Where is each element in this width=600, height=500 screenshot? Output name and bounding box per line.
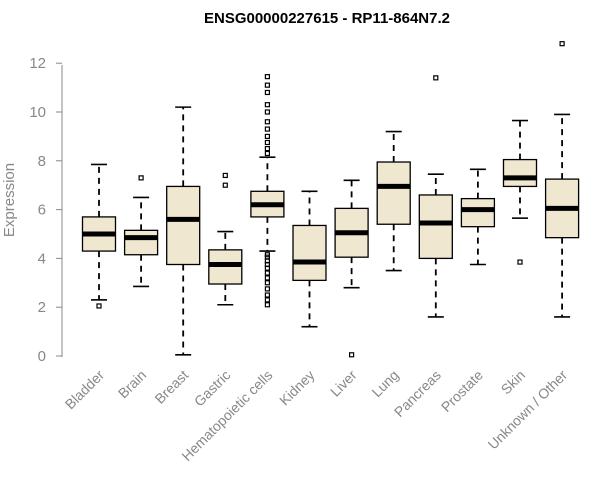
outlier-point (264, 275, 270, 281)
x-tick-label: Bladder (62, 367, 108, 413)
outlier-point (264, 109, 270, 115)
box-body (460, 197, 496, 228)
box-kidney (292, 190, 327, 328)
x-tick-label: Skin (498, 367, 529, 398)
box-liver (334, 179, 369, 358)
outlier-point (222, 182, 228, 188)
y-axis-label: Expression (1, 163, 18, 237)
outlier-point (517, 259, 523, 265)
x-tick-label: Liver (327, 367, 360, 400)
y-tick-label: 2 (38, 299, 46, 316)
box-body (502, 158, 538, 188)
outlier-point (264, 302, 270, 308)
y-axis-ticks: 0 2 4 6 8 10 12 (29, 55, 62, 365)
outlier-point (264, 133, 270, 139)
y-tick-label: 0 (38, 348, 46, 365)
y-tick-label: 6 (38, 202, 46, 219)
box-prostate (460, 168, 496, 266)
chart-title: ENSG00000227615 - RP11-864N7.2 (204, 10, 450, 27)
x-tick-label: Unknown / Other (485, 367, 571, 453)
outlier-point (138, 175, 144, 181)
box-unknown-other (544, 41, 580, 318)
box-body (123, 229, 159, 256)
outlier-point (264, 252, 270, 258)
x-tick-label: Pancreas (391, 367, 444, 420)
outlier-point (264, 119, 270, 125)
box-brain (123, 175, 159, 288)
box-skin (502, 119, 538, 265)
box-bladder (81, 163, 117, 309)
outlier-point (559, 41, 565, 47)
box-pancreas (418, 75, 453, 318)
x-tick-label: Brain (115, 367, 149, 401)
y-tick-label: 4 (38, 250, 46, 267)
outlier-point (264, 89, 270, 96)
box-gastric (208, 172, 243, 306)
x-tick-label: Lung (368, 367, 401, 400)
box-body (418, 194, 453, 260)
outlier-point (433, 75, 439, 81)
outlier-point (264, 82, 270, 88)
outlier-point (96, 303, 102, 309)
box-hematopoietic-cells (250, 74, 285, 308)
outlier-point (264, 150, 270, 157)
outlier-point (264, 270, 270, 276)
outlier-point (264, 74, 270, 80)
box-body (292, 224, 327, 282)
outlier-point (264, 139, 270, 146)
outlier-point (264, 146, 270, 152)
x-tick-label: Breast (151, 367, 191, 407)
outlier-point (264, 297, 270, 303)
x-tick-label: Prostate (438, 367, 486, 415)
outlier-point (264, 292, 270, 298)
outlier-point (264, 280, 270, 286)
x-tick-label: Kidney (276, 367, 318, 409)
y-tick-label: 8 (38, 153, 46, 170)
y-tick-label: 10 (29, 104, 46, 121)
outlier-point (349, 352, 355, 358)
box-series (81, 41, 580, 358)
y-tick-label: 12 (29, 55, 46, 72)
box-body (376, 161, 411, 225)
outlier-point (222, 172, 228, 179)
box-breast (166, 106, 201, 356)
outlier-point (264, 286, 270, 292)
box-lung (376, 130, 411, 272)
outlier-point (264, 126, 270, 132)
outlier-point (264, 102, 270, 108)
box-body (166, 185, 201, 266)
